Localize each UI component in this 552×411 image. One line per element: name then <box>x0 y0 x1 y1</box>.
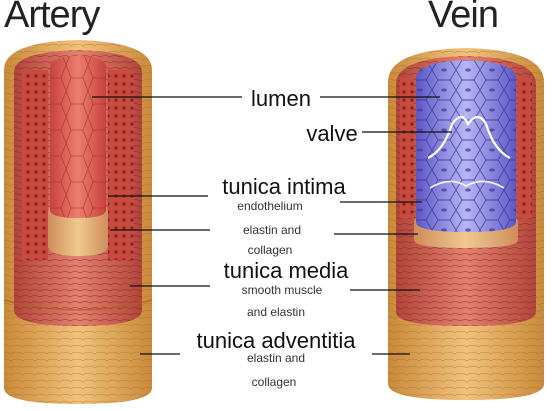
tunica-intima-detail-1: endothelium <box>237 199 303 213</box>
tunica-media-label: tunica media <box>223 258 349 283</box>
leader-lines <box>92 96 452 355</box>
tunica-intima-detail-3: collagen <box>247 243 293 257</box>
artery-illustration <box>3 40 153 404</box>
vein-title: Vein <box>428 0 499 36</box>
tunica-intima-detail-2: elastin and <box>242 223 302 237</box>
lumen-label: lumen <box>251 86 311 111</box>
valve-label: valve <box>306 121 358 146</box>
tunica-media-detail-1: smooth muscle <box>241 283 323 297</box>
artery-media-cut-right <box>108 70 134 260</box>
vein-media-cut-right <box>518 78 532 218</box>
vein-media-cut-left <box>400 78 414 218</box>
tunica-adventitia-detail-1: elastin and <box>246 351 306 365</box>
tunica-media-detail-2: and elastin <box>246 305 306 319</box>
artery-media-cut-left <box>22 70 48 260</box>
tunica-adventitia-detail-2: collagen <box>251 375 297 389</box>
vein-illustration <box>388 48 544 400</box>
tunica-adventitia-label: tunica adventitia <box>196 328 356 353</box>
vein-valve <box>427 115 511 159</box>
tunica-intima-label: tunica intima <box>222 174 346 199</box>
artery-title: Artery <box>4 0 100 36</box>
